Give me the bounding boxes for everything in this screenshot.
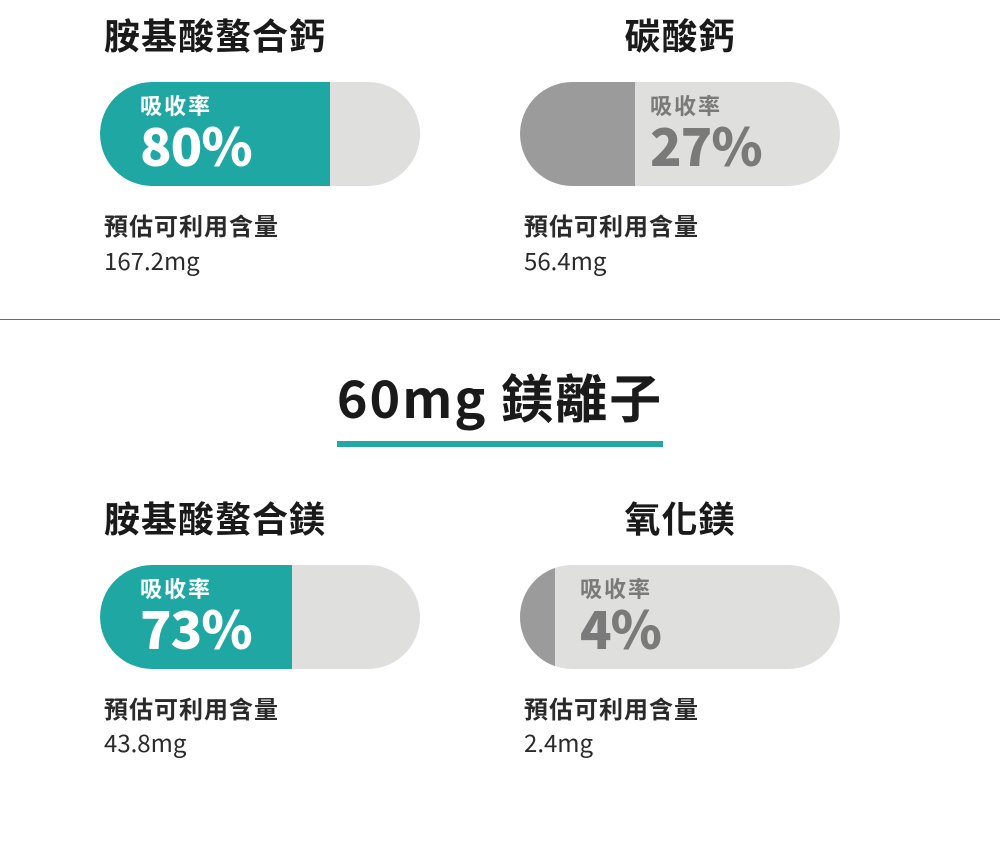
absorption-pill: 吸收率 4% bbox=[520, 565, 840, 669]
pill-text: 吸收率 4% bbox=[580, 577, 661, 653]
section-title: 60mg 鎂離子 bbox=[337, 358, 663, 447]
caption-label: 預估可利用含量 bbox=[104, 691, 480, 725]
caption-value: 56.4mg bbox=[524, 242, 900, 277]
absorption-pill: 吸收率 27% bbox=[520, 82, 840, 186]
section-divider bbox=[0, 319, 1000, 320]
pill-fill bbox=[520, 565, 555, 669]
caption-value: 43.8mg bbox=[104, 724, 480, 759]
caption-value: 2.4mg bbox=[524, 724, 900, 759]
pill-text: 吸收率 27% bbox=[650, 94, 762, 170]
absorption-percent: 73% bbox=[140, 601, 252, 653]
magnesium-section: 60mg 鎂離子 胺基酸螯合鎂 吸收率 73% 預估可利用含量 43.8mg 氧… bbox=[0, 358, 1000, 760]
absorption-percent: 80% bbox=[140, 118, 252, 170]
item-calcium-carbonate: 碳酸鈣 吸收率 27% 預估可利用含量 56.4mg bbox=[520, 8, 900, 277]
infographic-container: 胺基酸螯合鈣 吸收率 80% 預估可利用含量 167.2mg 碳酸鈣 吸收率 bbox=[0, 0, 1000, 856]
item-title: 胺基酸螯合鎂 bbox=[104, 491, 480, 543]
absorption-pill: 吸收率 80% bbox=[100, 82, 420, 186]
pill-text: 吸收率 80% bbox=[140, 94, 252, 170]
item-title: 碳酸鈣 bbox=[520, 8, 840, 60]
item-title: 胺基酸螯合鈣 bbox=[104, 8, 480, 60]
absorption-percent: 4% bbox=[580, 601, 661, 653]
calcium-section: 胺基酸螯合鈣 吸收率 80% 預估可利用含量 167.2mg 碳酸鈣 吸收率 bbox=[0, 0, 1000, 277]
caption-label: 預估可利用含量 bbox=[524, 691, 900, 725]
pill-text: 吸收率 73% bbox=[140, 577, 252, 653]
caption-value: 167.2mg bbox=[104, 242, 480, 277]
item-magnesium-oxide: 氧化鎂 吸收率 4% 預估可利用含量 2.4mg bbox=[520, 491, 900, 760]
item-title: 氧化鎂 bbox=[520, 491, 840, 543]
section-title-wrap: 60mg 鎂離子 bbox=[0, 358, 1000, 447]
absorption-percent: 27% bbox=[650, 118, 762, 170]
pill-fill bbox=[520, 82, 635, 186]
caption-label: 預估可利用含量 bbox=[524, 208, 900, 242]
absorption-pill: 吸收率 73% bbox=[100, 565, 420, 669]
item-amino-magnesium: 胺基酸螯合鎂 吸收率 73% 預估可利用含量 43.8mg bbox=[100, 491, 480, 760]
item-amino-calcium: 胺基酸螯合鈣 吸收率 80% 預估可利用含量 167.2mg bbox=[100, 8, 480, 277]
caption-label: 預估可利用含量 bbox=[104, 208, 480, 242]
